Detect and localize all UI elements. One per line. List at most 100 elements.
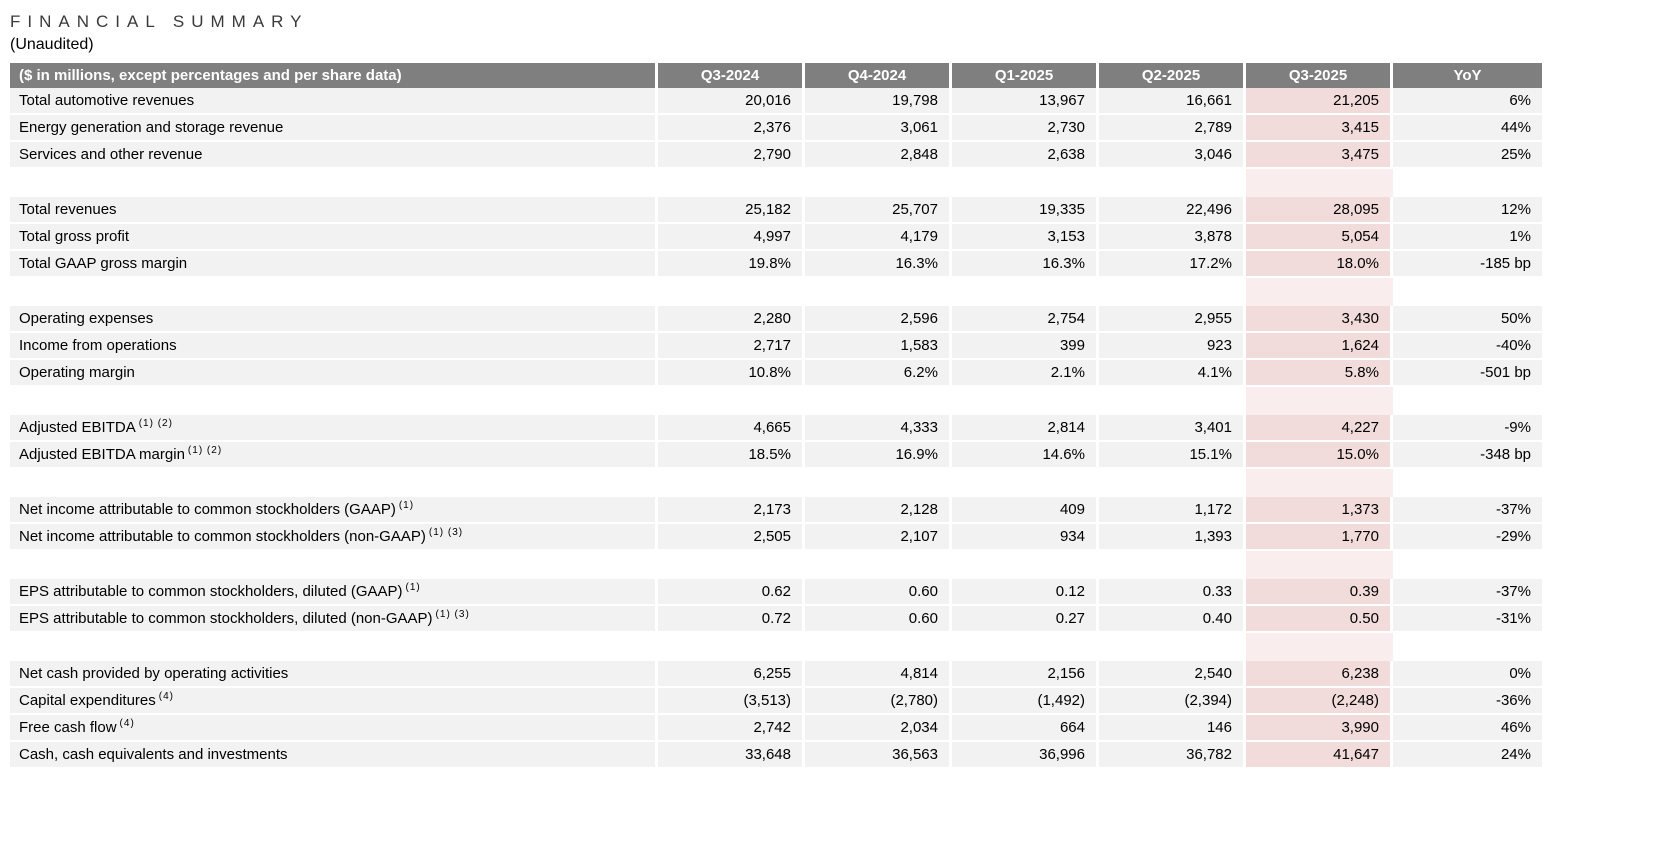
table-row: Total GAAP gross margin 19.8% 16.3% 16.3% 17…	[10, 250, 1542, 278]
value-cell: 21,205	[1246, 87, 1393, 115]
table-row: Services and other revenue 2,790 2,848 2,63…	[10, 141, 1542, 169]
value-cell: 36,996	[952, 741, 1099, 769]
value-cell: 2,789	[1099, 114, 1246, 142]
value-cell: 15.1%	[1099, 441, 1246, 469]
row-label-cell: Adjusted EBITDA (1) (2)	[10, 414, 658, 442]
row-label-cell: Operating expenses	[10, 305, 658, 333]
section-gap-cell	[1099, 168, 1246, 197]
row-label: Capital expenditures	[19, 691, 156, 709]
value-cell: 3,878	[1099, 223, 1246, 251]
value-cell: 50%	[1393, 305, 1542, 333]
section-gap-cell	[658, 168, 805, 197]
value-cell: 22,496	[1099, 196, 1246, 224]
value-cell: 0.72	[658, 605, 805, 633]
section-gap-cell	[1099, 277, 1246, 306]
section-gap-cell	[10, 550, 658, 579]
section-gap-cell	[952, 277, 1099, 306]
value-cell: 146	[1099, 714, 1246, 742]
row-label: Net income attributable to common stockh…	[19, 500, 396, 518]
section-gap-cell	[658, 632, 805, 661]
section-gap-highlight-cell	[1246, 632, 1393, 661]
value-cell: 409	[952, 496, 1099, 524]
section-gap-cell	[658, 550, 805, 579]
value-cell: 4,333	[805, 414, 952, 442]
value-cell: 934	[952, 523, 1099, 551]
row-label-cell: Net income attributable to common stockh…	[10, 496, 658, 524]
section-gap-cell	[952, 468, 1099, 497]
value-cell: 0%	[1393, 660, 1542, 688]
value-cell: 3,401	[1099, 414, 1246, 442]
section-gap-cell	[952, 386, 1099, 415]
value-cell: -501 bp	[1393, 359, 1542, 387]
value-cell: 44%	[1393, 114, 1542, 142]
row-label-cell: EPS attributable to common stockholders,…	[10, 605, 658, 633]
value-cell: 3,153	[952, 223, 1099, 251]
section-gap-cell	[10, 277, 658, 306]
section-gap-cell	[952, 550, 1099, 579]
value-cell: 2,540	[1099, 660, 1246, 688]
value-cell: 2,955	[1099, 305, 1246, 333]
value-cell: 1,770	[1246, 523, 1393, 551]
value-cell: 14.6%	[952, 441, 1099, 469]
row-label: Total automotive revenues	[19, 91, 195, 109]
value-cell: 0.12	[952, 578, 1099, 606]
value-cell: -348 bp	[1393, 441, 1542, 469]
table-row: Total revenues 25,182 25,707 19,335 22,496 28…	[10, 196, 1542, 224]
section-gap-cell	[1393, 386, 1542, 415]
section-gap-cell	[1099, 550, 1246, 579]
row-label-cell: Capital expenditures (4)	[10, 687, 658, 715]
table-row: Operating margin 10.8% 6.2% 2.1% 4.1% 5.8% -50…	[10, 359, 1542, 387]
section-gap-row	[10, 168, 1542, 197]
column-header-q2-2025: Q2-2025	[1099, 62, 1246, 88]
value-cell: 2,754	[952, 305, 1099, 333]
row-label: EPS attributable to common stockholders,…	[19, 609, 433, 627]
value-cell: 41,647	[1246, 741, 1393, 769]
column-header-yoy: YoY	[1393, 62, 1542, 88]
table-row: Energy generation and storage revenue 2,3…	[10, 114, 1542, 142]
value-cell: 17.2%	[1099, 250, 1246, 278]
section-gap-cell	[10, 468, 658, 497]
section-gap-cell	[952, 632, 1099, 661]
value-cell: -29%	[1393, 523, 1542, 551]
value-cell: 2,742	[658, 714, 805, 742]
table-row: EPS attributable to common stockholders,…	[10, 605, 1542, 633]
value-cell: 16.3%	[805, 250, 952, 278]
section-gap-highlight-cell	[1246, 386, 1393, 415]
value-cell: 3,061	[805, 114, 952, 142]
value-cell: 15.0%	[1246, 441, 1393, 469]
table-row: Net income attributable to common stockh…	[10, 523, 1542, 551]
section-gap-cell	[805, 386, 952, 415]
section-gap-cell	[658, 468, 805, 497]
row-label-cell: Operating margin	[10, 359, 658, 387]
table-row: Capital expenditures (4) (3,513) (2,780) (1,…	[10, 687, 1542, 715]
value-cell: 25,182	[658, 196, 805, 224]
row-label: Net cash provided by operating activitie…	[19, 664, 289, 682]
footnote-marker: (1)	[398, 499, 415, 511]
value-cell: 1,393	[1099, 523, 1246, 551]
value-cell: 5,054	[1246, 223, 1393, 251]
footnote-marker: (1) (2)	[138, 417, 173, 429]
row-label: Energy generation and storage revenue	[19, 118, 284, 136]
value-cell: 2,173	[658, 496, 805, 524]
section-gap-cell	[1393, 168, 1542, 197]
value-cell: 0.33	[1099, 578, 1246, 606]
section-gap-highlight-cell	[1246, 277, 1393, 306]
row-label: Net income attributable to common stockh…	[19, 527, 426, 545]
section-gap-cell	[10, 632, 658, 661]
row-label-cell: Services and other revenue	[10, 141, 658, 169]
value-cell: 0.50	[1246, 605, 1393, 633]
table-row: Adjusted EBITDA margin (1) (2) 18.5% 16.9% 1…	[10, 441, 1542, 469]
column-header-q1-2025: Q1-2025	[952, 62, 1099, 88]
footnote-marker: (1)	[405, 581, 421, 593]
value-cell: 19,335	[952, 196, 1099, 224]
row-label: Total GAAP gross margin	[19, 254, 188, 272]
value-cell: 2,596	[805, 305, 952, 333]
footnote-marker: (1) (3)	[435, 608, 470, 620]
section-gap-cell	[1393, 277, 1542, 306]
row-label: Total revenues	[19, 200, 117, 218]
value-cell: 4,665	[658, 414, 805, 442]
value-cell: 28,095	[1246, 196, 1393, 224]
footnote-marker: (4)	[158, 690, 174, 702]
value-cell: 4,814	[805, 660, 952, 688]
value-cell: 1,373	[1246, 496, 1393, 524]
